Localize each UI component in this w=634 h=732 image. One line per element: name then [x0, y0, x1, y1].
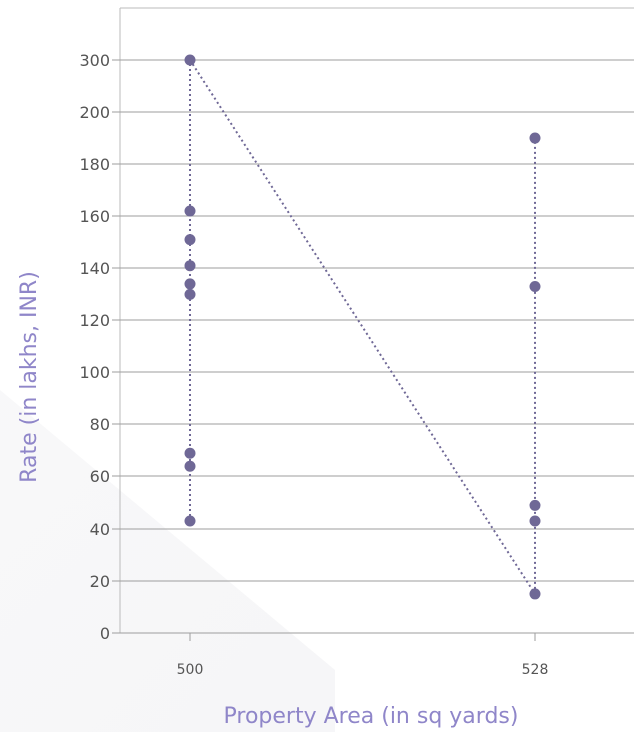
data-point-500-300	[184, 54, 196, 66]
y-tick-label-80: 80	[90, 415, 110, 434]
y-tick-label-300: 300	[79, 51, 110, 70]
data-points	[184, 54, 541, 600]
y-tick-label-100: 100	[79, 363, 110, 382]
y-axis-ticks: 0 20 40 60 80 100 120 140 160 180 200 300	[79, 51, 110, 643]
x-axis-title: Property Area (in sq yards)	[224, 704, 519, 729]
data-point-528-15	[529, 588, 541, 600]
data-point-528-133	[529, 281, 541, 293]
data-point-500-151	[184, 234, 196, 246]
y-tick-label-60: 60	[90, 467, 110, 486]
y-tick-label-40: 40	[90, 520, 110, 539]
data-point-500-69	[184, 447, 196, 459]
y-tick-label-0: 0	[100, 624, 110, 643]
data-point-528-43	[529, 515, 541, 527]
data-point-528-190	[529, 132, 541, 144]
y-tick-label-160: 160	[79, 207, 110, 226]
decorative-background-wedge	[0, 390, 335, 732]
x-tick-label-528: 528	[522, 662, 549, 678]
data-point-500-64	[184, 460, 196, 472]
series-connector-line	[189, 59, 536, 595]
data-point-500-43	[184, 515, 196, 527]
x-tick-label-500: 500	[177, 662, 204, 678]
y-tick-label-180: 180	[79, 155, 110, 174]
grid-lines	[112, 59, 634, 634]
series-lines	[189, 59, 536, 595]
data-point-500-134	[184, 278, 196, 290]
data-point-500-130	[184, 288, 196, 300]
y-tick-label-140: 140	[79, 259, 110, 278]
data-point-528-49	[529, 499, 541, 511]
y-axis-title: Rate (in lakhs, INR)	[17, 271, 42, 483]
y-tick-label-20: 20	[90, 572, 110, 591]
x-axis-ticks: 500 528	[177, 633, 549, 678]
y-tick-label-200: 200	[79, 103, 110, 122]
y-tick-label-120: 120	[79, 311, 110, 330]
data-point-500-162	[184, 205, 196, 217]
data-point-500-141	[184, 260, 196, 272]
